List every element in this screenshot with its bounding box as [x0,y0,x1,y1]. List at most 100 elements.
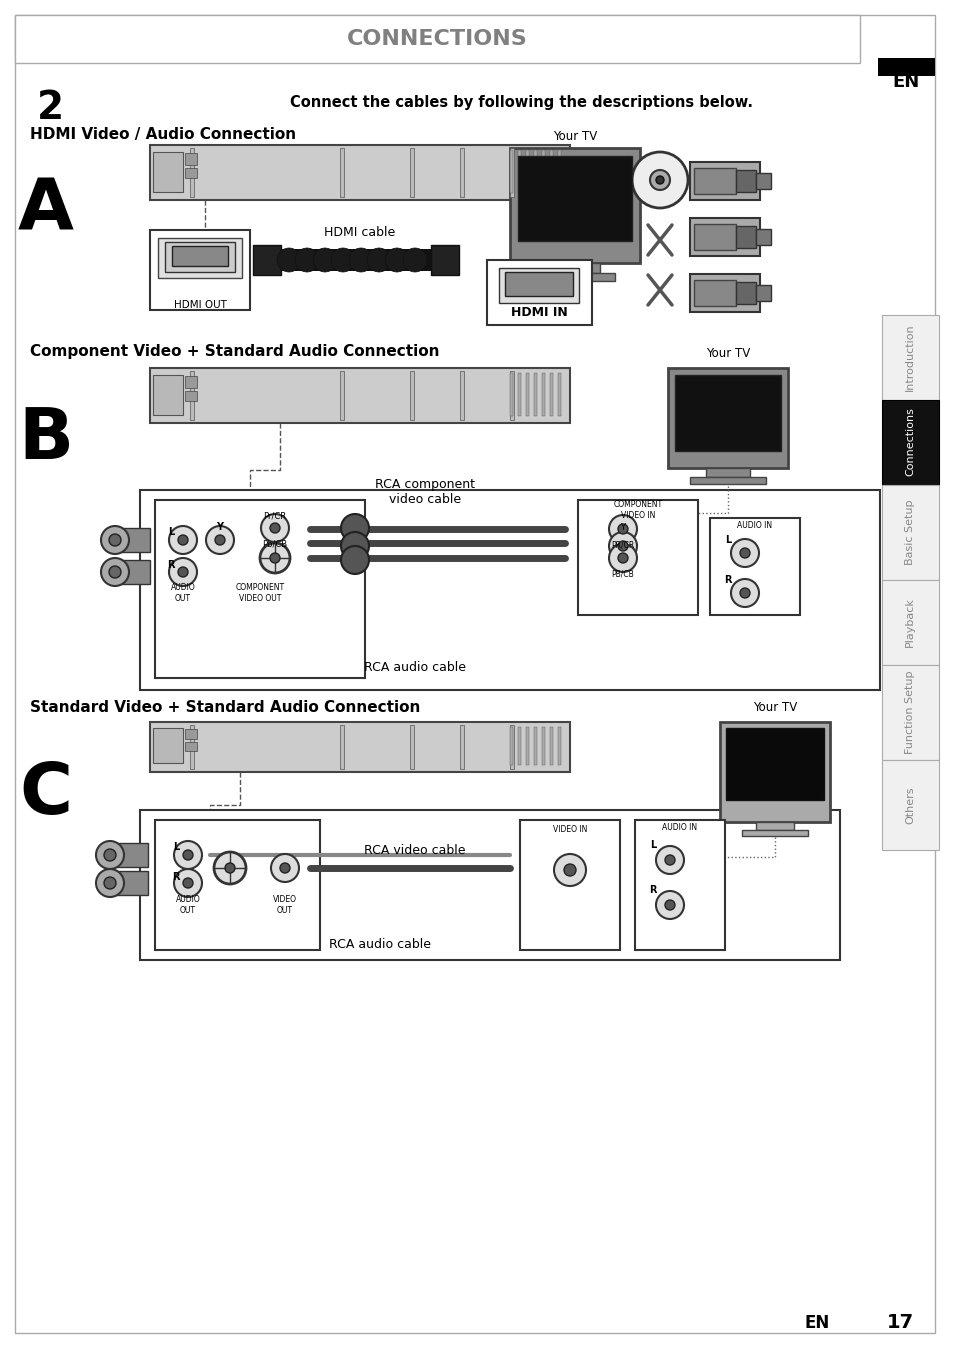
Text: R: R [172,872,179,882]
Circle shape [294,248,318,272]
Circle shape [331,248,355,272]
Circle shape [664,900,675,910]
Text: Pb/CB: Pb/CB [262,539,287,549]
Text: C: C [19,760,72,829]
Bar [154,500,365,678]
Bar [253,245,281,275]
Bar [517,156,631,241]
Bar [877,58,934,75]
Text: Playback: Playback [904,597,914,647]
Circle shape [101,526,129,554]
Circle shape [104,878,116,888]
Bar [150,146,569,200]
Circle shape [280,863,290,874]
Bar [519,820,619,950]
Text: Y: Y [619,523,625,532]
Text: PB/CB: PB/CB [611,569,634,578]
Circle shape [109,534,121,546]
Bar [281,249,431,271]
Text: 17: 17 [885,1313,913,1333]
Text: Connections: Connections [904,407,914,476]
Text: Introduction: Introduction [904,324,914,391]
Bar [504,272,573,297]
Bar [165,243,234,272]
Circle shape [109,566,121,578]
Circle shape [554,855,585,886]
Text: HDMI cable: HDMI cable [324,225,395,239]
Bar [110,842,148,867]
Circle shape [656,847,683,874]
Circle shape [349,248,373,272]
Bar [517,727,520,766]
Text: HDMI Video / Audio Connection: HDMI Video / Audio Connection [30,128,295,143]
Circle shape [271,855,298,882]
Text: PR/CR: PR/CR [611,541,634,550]
Bar [882,580,938,665]
Bar [172,245,228,266]
Text: CONNECTIONS: CONNECTIONS [346,30,527,49]
Bar [339,725,344,768]
Bar [185,729,196,739]
Circle shape [730,580,759,607]
Text: Y: Y [216,522,223,532]
Text: R: R [649,886,656,895]
Bar [140,491,879,690]
Text: EN: EN [891,73,919,92]
Bar [755,822,793,830]
Text: AUDIO IN: AUDIO IN [737,522,772,531]
Text: Function Setup: Function Setup [904,670,914,754]
Bar [510,148,514,197]
Bar [558,373,560,417]
Bar [510,373,513,417]
Bar [550,150,553,193]
Circle shape [608,545,637,572]
Bar [693,224,735,249]
Text: Others: Others [904,786,914,824]
Circle shape [178,535,188,545]
Bar [689,477,765,484]
Bar [510,727,513,766]
Circle shape [270,523,280,532]
Bar [882,665,938,760]
Bar [667,368,787,468]
Circle shape [101,558,129,586]
Circle shape [656,177,663,183]
Text: HDMI OUT: HDMI OUT [173,301,226,310]
Bar [517,150,520,193]
Bar [517,373,520,417]
Bar [185,391,196,400]
Bar [693,168,735,194]
Text: Basic Setup: Basic Setup [904,499,914,565]
Bar [154,820,319,950]
Bar [725,728,823,799]
Bar [510,148,639,263]
Circle shape [178,568,188,577]
Bar [550,373,553,417]
Circle shape [225,863,234,874]
Bar [541,727,544,766]
Text: B: B [18,406,73,474]
Text: RCA audio cable: RCA audio cable [364,662,465,674]
Bar [190,371,193,421]
Text: AUDIO
OUT: AUDIO OUT [175,895,200,915]
Bar [152,728,183,763]
Circle shape [213,852,246,884]
Bar [689,218,760,256]
Bar [558,150,560,193]
Circle shape [340,514,369,542]
Circle shape [649,170,669,190]
Bar [534,727,537,766]
Bar [735,226,755,248]
Bar [152,375,183,415]
Bar [541,373,544,417]
Circle shape [104,849,116,861]
Bar [190,148,193,197]
Bar [486,260,592,325]
Text: L: L [649,840,656,851]
Bar [459,148,463,197]
Bar [190,725,193,768]
Bar [498,268,578,303]
Text: L: L [168,527,174,537]
Circle shape [261,514,289,542]
Circle shape [618,541,627,551]
